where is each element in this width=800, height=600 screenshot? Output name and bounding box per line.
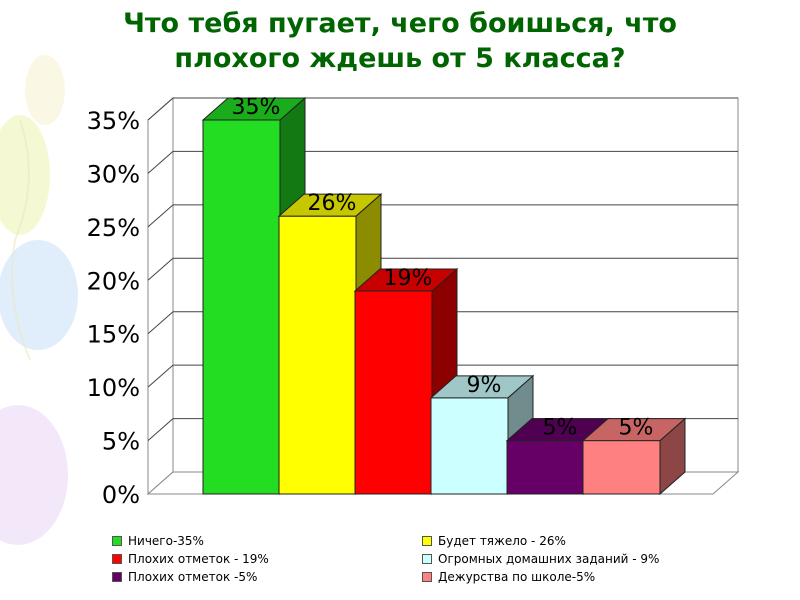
data-label: 26% <box>308 191 357 216</box>
legend-label: Будет тяжело - 26% <box>438 534 566 548</box>
legend-swatch <box>112 536 122 546</box>
legend-swatch <box>422 536 432 546</box>
legend-item: Плохих отметок -5% <box>112 569 422 585</box>
y-tick-label: 35% <box>87 107 140 135</box>
y-tick-label: 30% <box>87 160 140 188</box>
gridline <box>147 204 738 228</box>
gridline <box>147 97 738 121</box>
legend-label: Дежурства по школе-5% <box>438 570 596 584</box>
legend-item: Будет тяжело - 26% <box>422 533 672 549</box>
legend-label: Плохих отметок - 19% <box>128 552 269 566</box>
gridline <box>147 257 738 281</box>
bar <box>202 119 281 495</box>
bar-top <box>429 375 535 399</box>
y-tick-label: 25% <box>87 214 140 242</box>
data-label: 19% <box>384 266 433 291</box>
bar <box>354 290 433 495</box>
data-label: 9% <box>467 373 502 398</box>
legend-swatch <box>112 572 122 582</box>
data-label: 5% <box>619 416 654 441</box>
bar-top <box>581 418 687 442</box>
bar-top <box>201 97 307 121</box>
y-tick-label: 0% <box>102 481 140 509</box>
page-title: Что тебя пугает, чего боишься, что плохо… <box>0 6 800 76</box>
gridline <box>147 150 738 174</box>
legend-swatch <box>112 554 122 564</box>
chart-legend: Ничего-35% Будет тяжело - 26% Плохих отмет… <box>112 533 672 585</box>
gridline <box>147 364 738 388</box>
legend-item: Дежурства по школе-5% <box>422 569 672 585</box>
data-label: 35% <box>232 95 281 120</box>
legend-item: Огромных домашних заданий - 9% <box>422 551 672 567</box>
legend-label: Плохих отметок -5% <box>128 570 258 584</box>
y-tick-label: 10% <box>87 374 140 402</box>
chart-side-wall <box>147 96 174 496</box>
bar-top <box>353 268 459 292</box>
legend-item: Ничего-35% <box>112 533 422 549</box>
bar <box>582 440 661 495</box>
y-tick-label: 15% <box>87 321 140 349</box>
bar-top <box>277 193 383 217</box>
y-tick-label: 20% <box>87 267 140 295</box>
legend-label: Ничего-35% <box>128 534 204 548</box>
bar <box>278 215 357 495</box>
legend-label: Огромных домашних заданий - 9% <box>438 552 660 566</box>
bar-chart: 0% 5% 10% 15% 20% 25% 30% 35% 35% 26% 19% 9% 5% 5% <box>87 95 740 509</box>
data-label: 5% <box>543 416 578 441</box>
gridline <box>147 311 738 335</box>
title-line-1: Что тебя пугает, чего боишься, что <box>123 8 677 39</box>
bar <box>506 440 585 495</box>
legend-swatch <box>422 554 432 564</box>
legend-item: Плохих отметок - 19% <box>112 551 422 567</box>
y-tick-label: 5% <box>102 428 140 456</box>
title-line-2: плохого ждешь от 5 класса? <box>174 43 626 74</box>
legend-swatch <box>422 572 432 582</box>
bar <box>430 397 509 495</box>
